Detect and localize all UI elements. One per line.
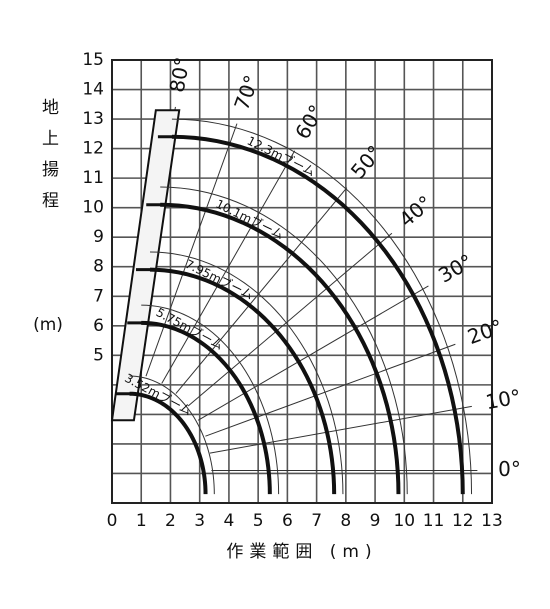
boom-envelope	[149, 267, 337, 495]
angle-label: 60°	[290, 101, 329, 144]
envelope-thin	[171, 118, 473, 495]
y-axis-unit: (m)	[33, 315, 63, 335]
crane-body	[110, 109, 181, 422]
y-tick-label: 10	[82, 198, 104, 218]
y-tick-label: 8	[93, 257, 104, 277]
x-tick-label: 7	[311, 511, 322, 531]
angle-line	[205, 343, 456, 437]
angle-label: 80°	[165, 55, 195, 94]
envelope-thin	[149, 251, 344, 495]
y-axis-label: 地上揚程	[38, 98, 59, 222]
plot-frame	[111, 59, 493, 504]
boom-envelope	[160, 202, 401, 495]
x-tick-label: 4	[224, 511, 235, 531]
boom-label: 7.95mブーム	[183, 256, 256, 302]
x-tick-label: 5	[253, 511, 264, 531]
boom-envelope	[141, 320, 272, 495]
y-tick-label: 5	[93, 345, 104, 365]
x-tick-label: 0	[107, 511, 118, 531]
angle-label: 40°	[394, 191, 437, 232]
angle-label: 20°	[464, 314, 506, 349]
angle-line	[209, 405, 472, 454]
envelope-thin	[141, 304, 280, 495]
boom-label: 10.1mブーム	[213, 196, 286, 242]
angle-label: 50°	[346, 141, 387, 184]
angle-line	[161, 150, 296, 384]
boom-label: 5.75mブーム	[154, 304, 226, 352]
y-tick-label: 11	[82, 168, 104, 188]
x-tick-label: 2	[165, 511, 176, 531]
angle-line	[175, 187, 348, 394]
y-tick-label: 14	[82, 80, 104, 100]
y-tick-label: 7	[93, 286, 104, 306]
boom-envelope	[129, 391, 208, 495]
y-tick-label: 6	[93, 316, 104, 336]
angle-label: 0°	[498, 457, 521, 481]
x-tick-label: 11	[423, 511, 445, 531]
x-tick-label: 10	[393, 511, 415, 531]
angle-label: 30°	[434, 249, 477, 288]
x-tick-label: 13	[481, 511, 503, 531]
x-tick-label: 8	[340, 511, 351, 531]
y-tick-label: 13	[82, 109, 104, 129]
x-tick-label: 3	[194, 511, 205, 531]
envelope-thin	[160, 186, 408, 495]
y-tick-label: 15	[82, 50, 104, 70]
x-tick-label: 6	[282, 511, 293, 531]
y-tick-label: 12	[82, 139, 104, 159]
angle-label: 10°	[484, 384, 523, 414]
x-tick-label: 1	[136, 511, 147, 531]
x-tick-label: 9	[370, 511, 381, 531]
x-axis-label: 作業範囲 (m)	[226, 542, 377, 562]
envelope-thin	[129, 375, 215, 495]
y-tick-label: 9	[93, 227, 104, 247]
boom-envelope	[171, 134, 465, 495]
angle-line	[197, 285, 429, 421]
angle-line	[187, 232, 393, 407]
x-tick-label: 12	[452, 511, 474, 531]
angle-line	[145, 123, 238, 377]
